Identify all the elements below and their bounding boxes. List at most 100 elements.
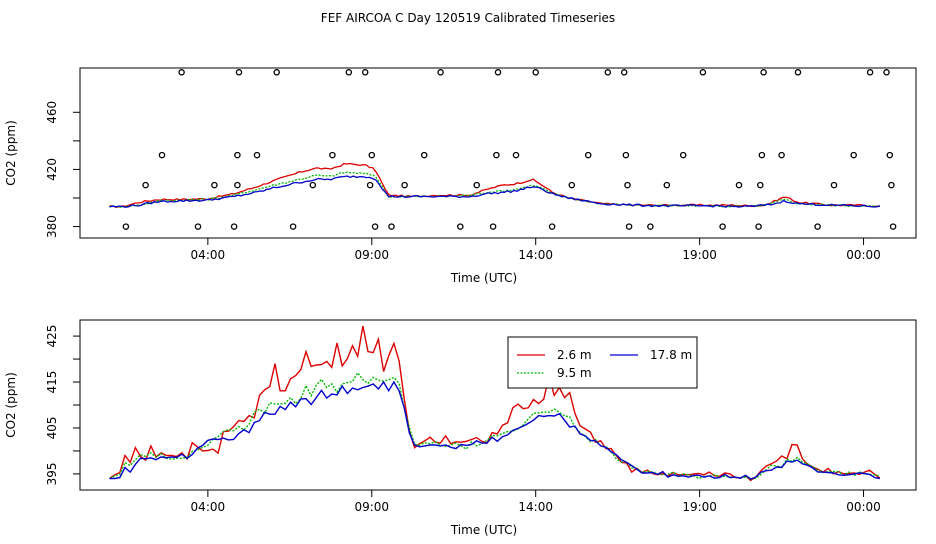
top-data-point	[620, 69, 628, 76]
bottom-x-tick-label: 09:00	[354, 500, 389, 514]
bottom-y-axis-label: CO2 (ppm)	[4, 372, 18, 438]
top-data-point	[512, 151, 520, 159]
top-data-point	[568, 181, 576, 189]
bottom-x-tick-label: 00:00	[846, 500, 881, 514]
top-data-point	[368, 151, 376, 159]
top-data-point	[886, 151, 894, 159]
top-data-point	[234, 151, 241, 159]
top-data-point	[234, 181, 241, 189]
legend-label-17-8m: 17.8 m	[650, 348, 692, 362]
top-data-point	[778, 151, 785, 159]
top-data-point	[719, 223, 726, 230]
top-y-axis-label: CO2 (ppm)	[4, 120, 18, 186]
top-data-point	[420, 151, 428, 159]
bottom-y-tick-label: 405	[45, 417, 59, 440]
legend: 2.6 m 9.5 m 17.8 m	[507, 336, 698, 389]
top-data-point	[584, 151, 592, 159]
top-data-point	[622, 151, 630, 159]
top-data-point	[194, 223, 202, 230]
bottom-x-axis: 04:00 09:00 14:00 19:00 00:00	[191, 489, 881, 514]
top-data-point	[663, 181, 671, 189]
top-data-point	[604, 69, 612, 76]
bottom-series-group	[109, 325, 881, 482]
legend-label-9-5m: 9.5 m	[557, 366, 592, 380]
top-y-axis: 380 420 460	[45, 101, 81, 238]
top-y-tick-label: 420	[45, 158, 59, 181]
top-data-point	[211, 181, 218, 189]
top-data-point	[345, 69, 353, 76]
legend-box	[507, 336, 698, 389]
top-data-point	[329, 151, 336, 159]
top-x-tick-label: 19:00	[682, 248, 717, 262]
top-data-point	[548, 223, 556, 230]
top-data-point	[758, 151, 766, 159]
bottom-series-line-2-6m	[109, 325, 881, 482]
top-data-point	[158, 151, 166, 159]
top-data-point	[493, 151, 500, 159]
top-data-point	[388, 223, 395, 230]
top-data-point	[235, 69, 243, 76]
top-data-point	[532, 69, 539, 76]
top-series-line-2-6m	[109, 162, 881, 208]
bottom-x-tick-label: 19:00	[682, 500, 717, 514]
top-series-group	[109, 162, 881, 208]
top-points-group	[122, 69, 897, 230]
legend-label-2-6m: 2.6 m	[557, 348, 592, 362]
top-data-point	[647, 223, 654, 230]
top-data-point	[830, 181, 838, 189]
top-data-point	[679, 151, 687, 159]
top-data-point	[122, 223, 130, 230]
top-data-point	[230, 223, 238, 230]
top-data-point	[361, 69, 369, 76]
bottom-y-axis: 395 405 415 425	[45, 325, 81, 485]
top-data-point	[850, 151, 857, 159]
top-x-axis-label: Time (UTC)	[450, 271, 517, 285]
bottom-y-tick-label: 395	[45, 462, 59, 485]
bottom-y-tick-label: 415	[45, 371, 59, 394]
top-data-point	[309, 181, 317, 189]
top-x-tick-label: 14:00	[518, 248, 553, 262]
top-data-point	[624, 181, 631, 189]
top-data-point	[457, 223, 464, 230]
top-data-point	[757, 181, 764, 189]
top-data-point	[794, 69, 802, 76]
top-data-point	[888, 181, 895, 189]
top-y-tick-label: 460	[45, 101, 59, 124]
top-data-point	[289, 223, 297, 230]
top-data-point	[366, 181, 374, 189]
bottom-x-tick-label: 04:00	[191, 500, 226, 514]
top-x-axis: 04:00 09:00 14:00 19:00 00:00	[191, 237, 881, 262]
top-data-point	[437, 69, 444, 76]
top-data-point	[883, 69, 890, 76]
top-x-tick-label: 00:00	[846, 248, 881, 262]
top-data-point	[735, 181, 743, 189]
top-data-point	[371, 223, 379, 230]
top-data-point	[494, 69, 502, 76]
bottom-x-tick-label: 14:00	[518, 500, 553, 514]
top-data-point	[625, 223, 633, 230]
chart-title: FEF AIRCOA C Day 120519 Calibrated Times…	[321, 11, 615, 25]
top-data-point	[889, 223, 897, 230]
top-x-tick-label: 04:00	[191, 248, 226, 262]
bottom-panel: 04:00 09:00 14:00 19:00 00:00 395 405 415 425 T…	[4, 319, 917, 537]
top-data-point	[760, 69, 767, 76]
top-data-point	[401, 181, 408, 189]
top-data-point	[866, 69, 874, 76]
top-data-point	[814, 223, 821, 230]
top-data-point	[142, 181, 149, 189]
top-data-point	[755, 223, 762, 230]
top-panel: 04:00 09:00 14:00 19:00 00:00 380 420 460 Time…	[4, 67, 917, 285]
top-y-tick-label: 380	[45, 215, 59, 238]
top-series-line-17-8m	[109, 175, 881, 208]
top-data-point	[273, 69, 280, 76]
bottom-y-tick-label: 425	[45, 325, 59, 348]
top-data-point	[473, 181, 480, 189]
top-data-point	[699, 69, 707, 76]
bottom-series-line-17-8m	[109, 380, 881, 480]
top-x-tick-label: 09:00	[354, 248, 389, 262]
top-data-point	[489, 223, 497, 230]
top-data-point	[253, 151, 261, 159]
top-data-point	[178, 69, 185, 76]
